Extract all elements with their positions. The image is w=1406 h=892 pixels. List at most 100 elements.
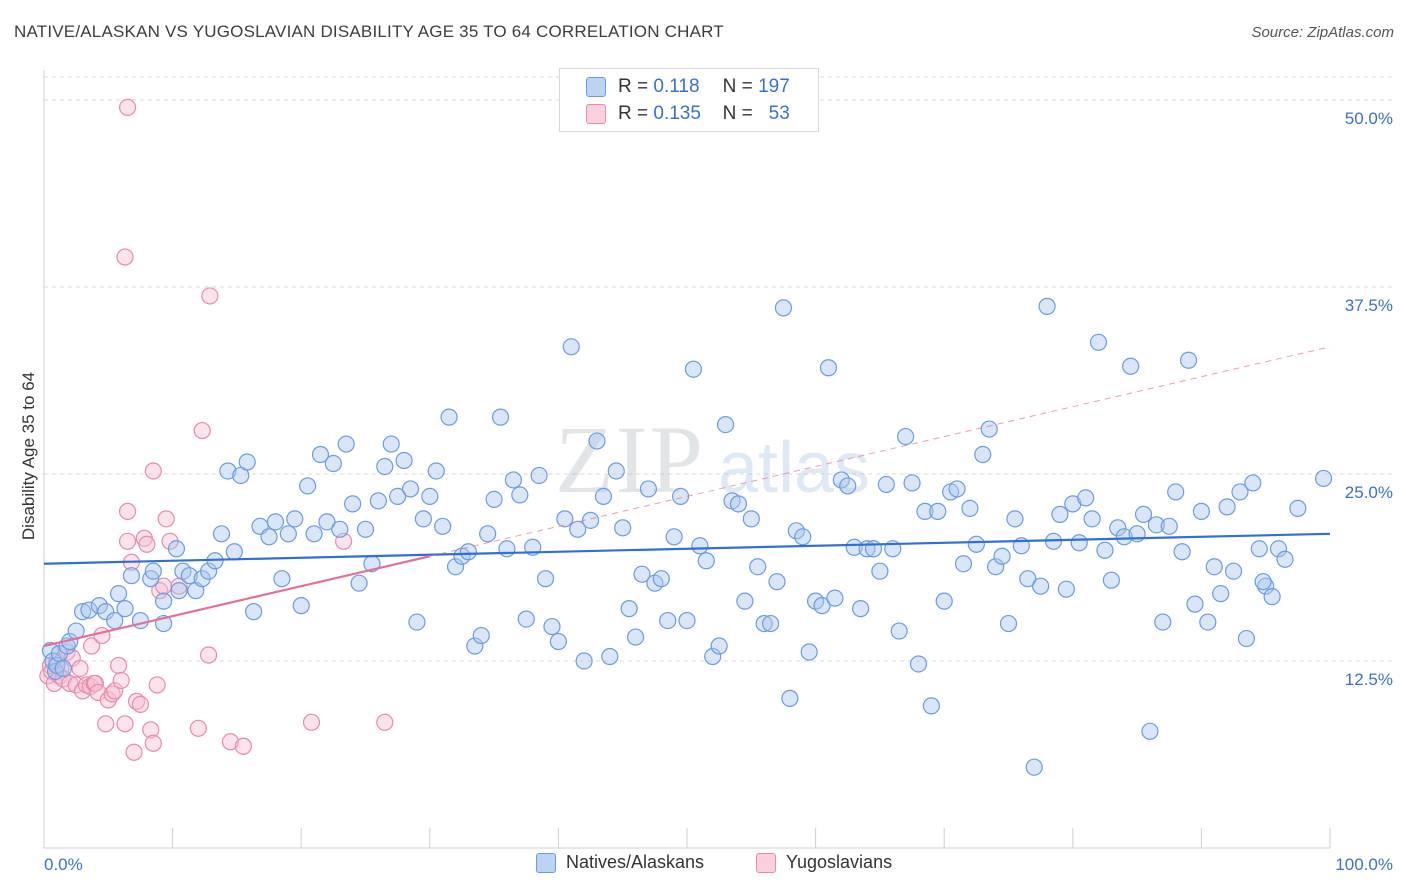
- native-point: [1077, 489, 1095, 507]
- native-point: [466, 637, 484, 655]
- native-point: [569, 520, 587, 538]
- native-point: [909, 655, 928, 673]
- native-point: [562, 338, 580, 356]
- native-point: [1186, 595, 1204, 613]
- native-point: [1257, 577, 1275, 595]
- native-point: [212, 525, 231, 543]
- native-point: [421, 487, 439, 506]
- native-point: [279, 525, 297, 543]
- yugoslavian-point: [97, 715, 115, 733]
- legend-r-label: R =: [618, 76, 649, 97]
- yugoslavian-point: [221, 733, 240, 751]
- native-point: [594, 487, 613, 506]
- yugoslavian-point: [116, 248, 134, 266]
- native-point: [266, 513, 285, 531]
- native-point: [819, 359, 838, 377]
- native-point: [916, 502, 934, 520]
- native-point: [389, 487, 407, 506]
- native-point: [864, 540, 883, 558]
- native-point: [530, 466, 548, 485]
- native-point: [376, 457, 394, 476]
- legend-n-value: 197: [758, 76, 790, 97]
- native-point: [200, 562, 218, 580]
- legend-r-value: 0.118: [653, 76, 700, 97]
- native-point: [845, 538, 863, 556]
- yugoslavian-point: [142, 721, 160, 739]
- native-point: [665, 528, 683, 546]
- native-point: [225, 543, 243, 561]
- native-point: [1199, 613, 1217, 631]
- legend-r-label: R =: [618, 103, 649, 124]
- native-point: [678, 611, 696, 630]
- native-point: [1154, 613, 1172, 631]
- native-point: [954, 555, 973, 573]
- native-point: [299, 477, 317, 495]
- native-point: [852, 600, 870, 618]
- watermark-atlas: atlas: [718, 428, 870, 508]
- yugoslavian-point: [118, 98, 137, 117]
- yugoslavian-point: [144, 734, 162, 752]
- native-point: [1109, 519, 1127, 537]
- native-point: [536, 570, 555, 588]
- native-point: [1250, 540, 1268, 558]
- native-point: [890, 622, 908, 640]
- yugoslavians-trend-line: [43, 555, 431, 648]
- native-point: [1244, 474, 1262, 492]
- native-point: [626, 628, 645, 646]
- native-point: [549, 632, 568, 651]
- native-point: [446, 558, 465, 576]
- native-point: [716, 415, 735, 434]
- native-point: [498, 540, 516, 558]
- yugoslavian-point: [148, 676, 166, 694]
- native-point: [144, 562, 162, 580]
- native-point: [1019, 570, 1037, 588]
- yugoslavian-point: [138, 535, 156, 553]
- native-point: [1102, 571, 1120, 589]
- chart-title: NATIVE/ALASKAN VS YUGOSLAVIAN DISABILITY…: [14, 22, 724, 41]
- native-point: [80, 601, 98, 619]
- native-point: [601, 647, 619, 666]
- yugoslavian-point: [189, 719, 207, 737]
- native-point: [839, 477, 857, 495]
- native-point: [749, 558, 767, 576]
- native-point: [1070, 534, 1088, 552]
- bottom-legend-label-yugoslavians: Yugoslavians: [786, 852, 893, 872]
- yugoslavian-point: [106, 682, 124, 700]
- native-point: [170, 582, 188, 600]
- native-point: [479, 525, 497, 543]
- native-point: [427, 462, 445, 480]
- native-point: [1254, 573, 1272, 591]
- native-point: [768, 573, 786, 591]
- yugoslavian-point: [157, 510, 175, 528]
- native-point: [742, 510, 760, 528]
- yugoslavian-point: [193, 421, 211, 440]
- native-point: [1192, 502, 1211, 520]
- native-point: [1218, 498, 1236, 516]
- native-point: [401, 480, 420, 498]
- native-point: [729, 495, 748, 513]
- native-point: [877, 475, 895, 494]
- yugoslavians-trend-extension: [429, 346, 1331, 557]
- native-point: [903, 474, 921, 492]
- native-point: [761, 614, 780, 633]
- gridlines: [44, 76, 1392, 662]
- native-point: [961, 499, 979, 517]
- native-point: [1160, 517, 1178, 535]
- native-point: [369, 492, 387, 510]
- native-point: [1089, 333, 1108, 351]
- native-point: [826, 589, 844, 607]
- watermark: ZIP atlas: [555, 406, 870, 513]
- native-point: [504, 471, 522, 489]
- native-point: [414, 510, 432, 528]
- native-point: [948, 480, 966, 498]
- yugoslavian-point: [118, 502, 137, 520]
- yugoslavian-point: [376, 713, 394, 731]
- native-point: [245, 603, 263, 621]
- native-point: [54, 659, 72, 678]
- native-point: [1096, 541, 1114, 559]
- legend-r-value: 0.135: [653, 103, 701, 124]
- native-point: [897, 427, 915, 446]
- native-point: [659, 611, 677, 630]
- trend-lines: [43, 346, 1331, 648]
- legend-box: R = 0.118 N = 197 R = 0.135 N = 53: [559, 68, 819, 132]
